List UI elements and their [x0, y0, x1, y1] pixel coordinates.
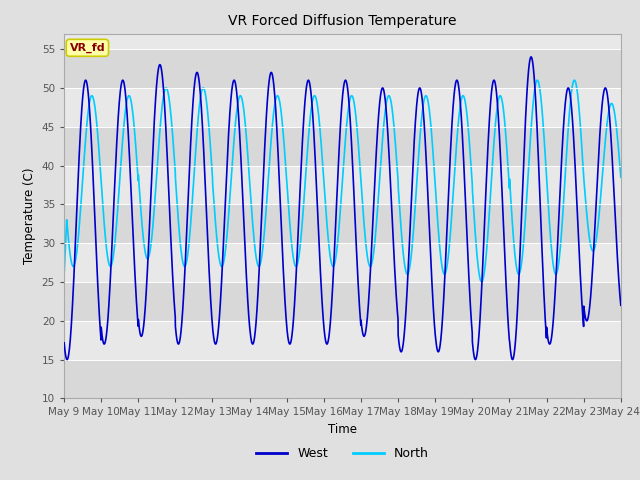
West	[572, 187, 580, 192]
Legend: West, North: West, North	[251, 442, 434, 465]
West	[325, 336, 333, 341]
North	[617, 174, 625, 180]
Bar	[64, 88, 621, 127]
Bar	[64, 321, 621, 360]
Line: West: West	[64, 57, 621, 360]
North	[477, 279, 485, 285]
X-axis label: Time: Time	[328, 423, 357, 436]
West	[294, 232, 302, 238]
North	[60, 275, 68, 281]
North	[600, 153, 608, 159]
West	[527, 54, 535, 60]
Bar	[64, 204, 621, 243]
West	[617, 302, 625, 308]
North	[533, 77, 541, 83]
West	[299, 137, 307, 143]
Bar	[64, 243, 621, 282]
North	[465, 128, 472, 134]
West	[63, 357, 71, 362]
West	[465, 269, 472, 275]
North	[324, 239, 332, 245]
Line: North: North	[64, 80, 621, 282]
Bar	[64, 127, 621, 166]
Title: VR Forced Diffusion Temperature: VR Forced Diffusion Temperature	[228, 14, 457, 28]
Bar	[64, 282, 621, 321]
Y-axis label: Temperature (C): Temperature (C)	[23, 168, 36, 264]
West	[60, 345, 68, 351]
Bar	[64, 360, 621, 398]
Text: VR_fd: VR_fd	[70, 43, 105, 53]
Bar	[64, 166, 621, 204]
West	[600, 88, 608, 94]
Bar	[64, 49, 621, 88]
North	[294, 259, 301, 265]
North	[572, 82, 580, 88]
North	[298, 218, 306, 224]
